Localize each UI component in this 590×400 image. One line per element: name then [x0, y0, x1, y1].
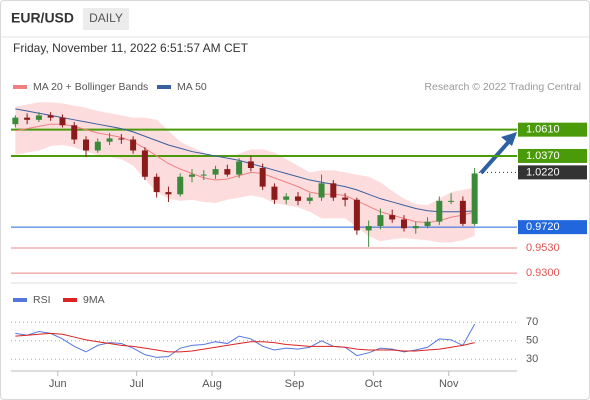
- candle-body: [130, 139, 137, 151]
- candle-body: [459, 200, 466, 224]
- candle-body: [365, 226, 372, 231]
- x-tick-label: Jun: [49, 378, 67, 390]
- candle-body: [448, 200, 455, 202]
- candle-body: [436, 200, 443, 222]
- level-label-bg: [518, 122, 587, 137]
- rsi-line: [15, 323, 476, 358]
- legend-swatch: [13, 298, 27, 302]
- candle-body: [259, 168, 266, 187]
- level-label: 0.9530: [526, 242, 560, 254]
- legend-label: MA 50: [177, 81, 207, 93]
- candle-body: [377, 215, 384, 227]
- candle-body: [153, 176, 160, 193]
- candle-body: [83, 139, 90, 151]
- legend-label: RSI: [33, 294, 51, 306]
- y-tick-label: 30: [526, 353, 538, 365]
- level-label-bg: [518, 220, 587, 235]
- legend-swatch: [13, 85, 27, 89]
- x-tick-label: Nov: [439, 378, 459, 390]
- candle-body: [412, 226, 419, 229]
- candle-body: [353, 199, 360, 231]
- y-tick-label: 50: [526, 335, 538, 347]
- level-label: 1.0610: [526, 124, 560, 136]
- x-tick-label: Oct: [365, 378, 382, 390]
- ma-line: [15, 123, 475, 224]
- x-tick-label: Jul: [130, 378, 144, 390]
- ma-line: [15, 108, 475, 213]
- candle-body: [400, 219, 407, 229]
- legend-swatch: [157, 85, 171, 89]
- candle-body: [212, 169, 219, 175]
- candle-body: [471, 173, 478, 224]
- candle-body: [200, 174, 207, 176]
- candle-body: [12, 117, 19, 125]
- candle-body: [118, 138, 125, 140]
- candle-body: [94, 141, 101, 151]
- candle-body: [35, 115, 42, 120]
- source: Research © 2022 Trading Central: [424, 81, 581, 93]
- chart-subtitle: Friday, November 11, 2022 6:51:57 AM CET: [13, 41, 249, 55]
- candle-body: [247, 161, 254, 168]
- level-label-bg: [518, 165, 587, 180]
- level-label: 1.0370: [526, 150, 560, 162]
- level-label: 0.9300: [526, 267, 560, 279]
- level-label: 1.0220: [526, 166, 560, 178]
- candle-body: [236, 161, 243, 175]
- candle-body: [165, 192, 172, 195]
- legend-label: 9MA: [83, 294, 105, 306]
- candle-body: [59, 117, 66, 126]
- rsi-line: [15, 332, 475, 353]
- candle-body: [271, 186, 278, 200]
- timeframe-badge: [83, 8, 129, 30]
- candle-body: [224, 169, 231, 175]
- candle-body: [177, 176, 184, 195]
- candle-body: [306, 197, 313, 201]
- candle-body: [318, 183, 325, 198]
- x-tick-label: Sep: [285, 378, 305, 390]
- candle-body: [47, 115, 54, 118]
- level-label: 0.9720: [526, 221, 560, 233]
- level-label-bg: [518, 148, 587, 163]
- x-tick-label: Aug: [202, 378, 222, 390]
- y-tick-label: 70: [526, 316, 538, 328]
- candle-body: [189, 174, 196, 177]
- candle-body: [283, 196, 290, 200]
- candle-body: [106, 138, 113, 142]
- candle-body: [389, 215, 396, 220]
- candle-body: [294, 196, 301, 201]
- candle-body: [24, 117, 31, 120]
- forecast-arrowhead: [501, 132, 517, 146]
- legend-label: MA 20 + Bollinger Bands: [33, 81, 148, 93]
- candle-body: [141, 150, 148, 177]
- legend-swatch: [63, 298, 77, 302]
- timeframe: DAILY: [89, 11, 123, 25]
- candle-body: [424, 221, 431, 227]
- candle-body: [330, 183, 337, 198]
- candle-body: [342, 197, 349, 200]
- candle-body: [71, 125, 78, 140]
- chart-title: EUR/USD: [11, 10, 74, 26]
